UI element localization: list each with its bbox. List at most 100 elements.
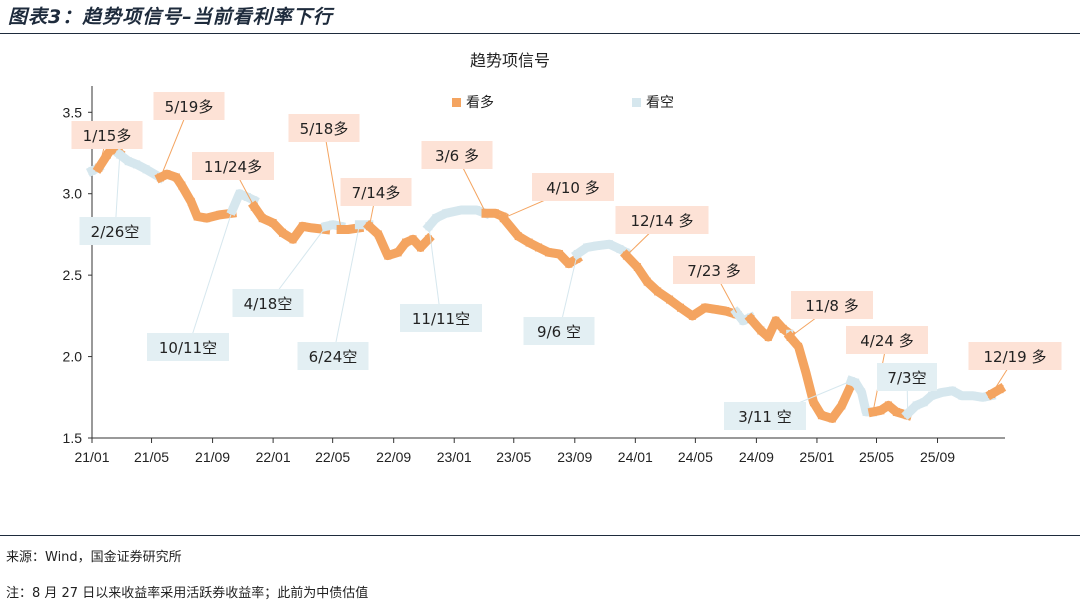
- series-point-long: [416, 243, 424, 252]
- annotation-label: 12/14 多: [631, 212, 694, 230]
- annotation-leader: [428, 226, 442, 320]
- annotation-leader: [332, 224, 360, 358]
- series-point-long: [996, 385, 1004, 394]
- series-point-long: [654, 287, 662, 296]
- series-point-short: [329, 220, 337, 229]
- annotation-leader: [323, 128, 342, 230]
- trend-signal-chart: 趋势项信号 看多 看空 1.5 2.0 2.5 3.0 3.5 21/01 21/05 21/0…: [63, 51, 1062, 465]
- series-point-long: [394, 248, 402, 257]
- chart-title: 趋势项信号: [470, 51, 550, 70]
- annotation-label-box: [400, 304, 482, 332]
- series-point-short: [979, 393, 987, 402]
- annotation-label: 4/24 多: [860, 332, 913, 350]
- series-point-short: [938, 388, 946, 397]
- annotation-long: 11/24多: [192, 152, 274, 207]
- annotation-short: 7/3空: [877, 363, 937, 414]
- y-tick-label: 2.5: [63, 267, 83, 283]
- series-point-short: [457, 206, 465, 214]
- annotations-group: 1/15多 2/26空 5/19多 10/11空 11/24多 4/18空 5/18多 6/2…: [71, 92, 1062, 430]
- footnote: 注：8 月 27 日以来收益率采用活跃券收益率；此前为中债估值: [6, 586, 369, 601]
- annotation-label-box: [192, 152, 274, 180]
- x-tick-label: 25/09: [920, 449, 955, 465]
- annotation-label: 12/19 多: [984, 348, 1047, 366]
- series-point-long: [163, 170, 171, 179]
- series-point-short: [133, 160, 141, 169]
- series-point-long: [757, 326, 765, 335]
- annotation-long: 5/19多: [153, 92, 225, 178]
- annotation-label: 5/18多: [300, 120, 349, 138]
- source-note: 来源：Wind，国金证券研究所: [6, 550, 182, 565]
- x-tick-label: 23/05: [496, 449, 531, 465]
- annotation-label-box: [421, 141, 493, 169]
- annotation-label-box: [615, 206, 709, 234]
- legend-label-short: 看空: [646, 95, 674, 111]
- x-tick-label: 21/01: [74, 449, 109, 465]
- annotation-long: 1/15多: [71, 121, 143, 168]
- annotation-short: 3/11 空: [724, 380, 852, 430]
- y-tick-label: 3.0: [63, 186, 83, 202]
- series-point-short: [928, 391, 936, 400]
- series-point-long: [409, 235, 417, 244]
- annotation-short: 2/26空: [79, 154, 151, 245]
- series-point-short: [862, 407, 870, 416]
- series-point-long: [779, 324, 787, 333]
- series-point-long: [817, 411, 825, 420]
- series-point-long: [802, 368, 810, 377]
- series-group: [85, 143, 1007, 423]
- series-point-long: [203, 214, 211, 223]
- annotation-label-box: [71, 121, 143, 149]
- series-point-long: [892, 407, 900, 416]
- series-point-short: [88, 166, 96, 175]
- series-point-long: [344, 225, 352, 234]
- legend-label-long: 看多: [466, 94, 494, 111]
- x-tick-label: 21/09: [195, 449, 230, 465]
- top-rule: [0, 33, 1080, 34]
- annotation-label: 7/3空: [887, 369, 926, 387]
- bottom-rule: [0, 535, 1080, 536]
- series-point-long: [877, 406, 885, 415]
- annotation-label: 4/18空: [244, 295, 293, 313]
- series-point-short: [968, 391, 976, 400]
- series-point-short: [432, 214, 440, 223]
- x-tick-label: 22/09: [376, 449, 411, 465]
- annotation-label: 10/11空: [159, 339, 217, 357]
- x-tick-label: 22/05: [315, 449, 350, 465]
- series-point-short: [948, 386, 956, 395]
- annotation-label: 3/11 空: [738, 408, 791, 426]
- series-point-long: [308, 223, 316, 232]
- series-point-long: [747, 315, 755, 324]
- series-point-short: [858, 388, 866, 397]
- series-point-long: [514, 232, 522, 241]
- x-tick-label: 24/05: [678, 449, 713, 465]
- series-point-long: [555, 249, 563, 258]
- series-point-long: [722, 306, 730, 315]
- annotation-label-box: [523, 317, 595, 345]
- series-point-long: [795, 342, 803, 351]
- series-point-long: [828, 414, 836, 423]
- annotation-label: 2/26空: [91, 223, 140, 241]
- x-tick-label: 24/01: [618, 449, 653, 465]
- x-tick-label: 25/05: [859, 449, 894, 465]
- legend-swatch-short: [632, 98, 641, 107]
- annotation-label: 7/23 多: [687, 262, 740, 280]
- annotation-label-box: [147, 333, 229, 361]
- annotation-long: 12/19 多: [968, 342, 1062, 395]
- series-point-long: [809, 398, 817, 407]
- series-point-long: [374, 230, 382, 239]
- annotation-short: 6/24空: [297, 224, 369, 370]
- series-segment-long: [496, 211, 583, 269]
- legend: 看多 看空: [452, 94, 674, 111]
- annotation-label-box: [532, 173, 614, 201]
- annotation-label-box: [340, 178, 412, 206]
- series-point-long: [676, 303, 684, 312]
- annotation-label-box: [791, 291, 873, 319]
- series-point-short: [250, 196, 258, 205]
- series-point-long: [172, 173, 180, 182]
- series-point-long: [701, 303, 709, 312]
- annotation-short: 4/18空: [232, 225, 327, 317]
- series-point-long: [535, 243, 543, 252]
- series-point-long: [633, 263, 641, 271]
- annotation-label: 4/10 多: [546, 179, 599, 197]
- series-point-long: [565, 259, 573, 268]
- annotation-label-box: [297, 342, 369, 370]
